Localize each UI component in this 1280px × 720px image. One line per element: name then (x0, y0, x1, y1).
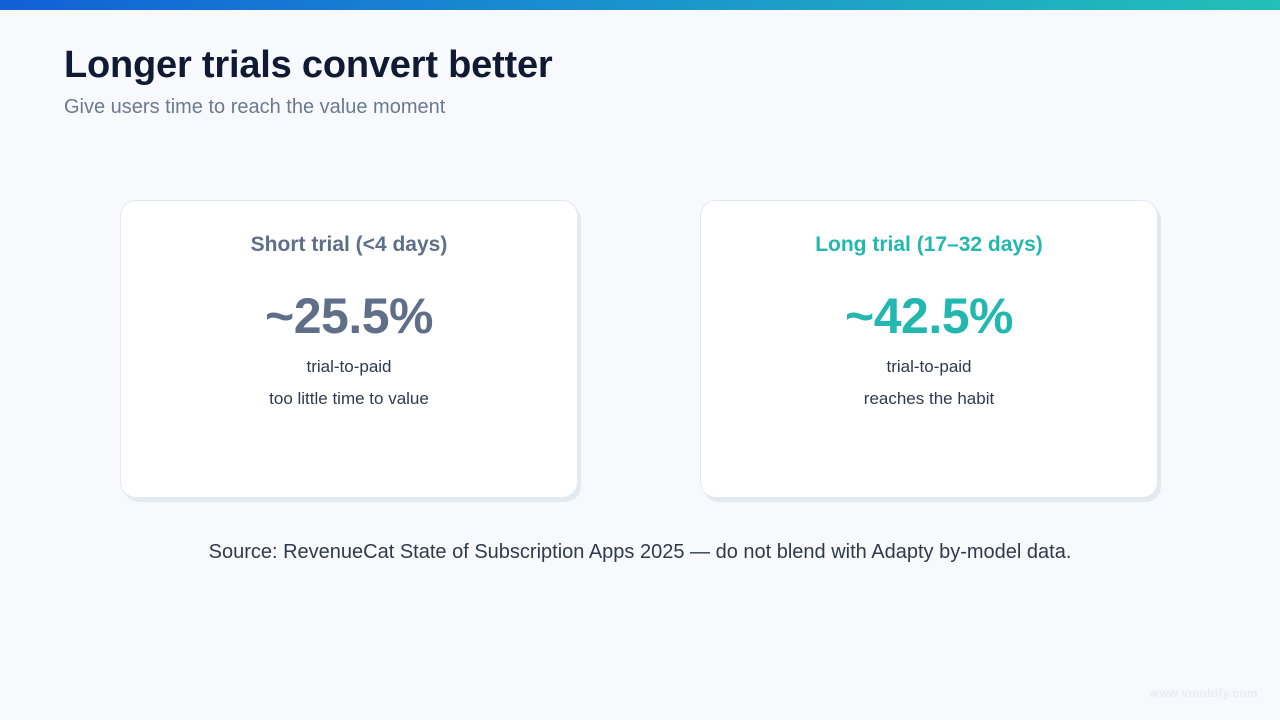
short-trial-card: Short trial (<4 days) ~25.5% trial-to-pa… (120, 200, 578, 498)
long-trial-card: Long trial (17–32 days) ~42.5% trial-to-… (700, 200, 1158, 498)
source-note: Source: RevenueCat State of Subscription… (208, 541, 1072, 563)
top-accent-bar (0, 0, 1280, 10)
long-trial-conversion-value: ~42.5% (845, 288, 1013, 344)
long-trial-note: reaches the habit (863, 389, 995, 408)
watermark-logo: www.vmobify.com (1149, 686, 1258, 700)
slide-subtitle: Give users time to reach the value momen… (64, 96, 446, 118)
short-trial-metric-label: trial-to-paid (306, 357, 392, 376)
slide-title: Longer trials convert better (64, 44, 553, 86)
short-trial-card-title: Short trial (<4 days) (250, 233, 448, 256)
short-trial-conversion-value: ~25.5% (265, 288, 433, 344)
short-trial-note: too little time to value (269, 389, 429, 408)
long-trial-metric-label: trial-to-paid (886, 357, 972, 376)
long-trial-card-title: Long trial (17–32 days) (815, 233, 1043, 256)
